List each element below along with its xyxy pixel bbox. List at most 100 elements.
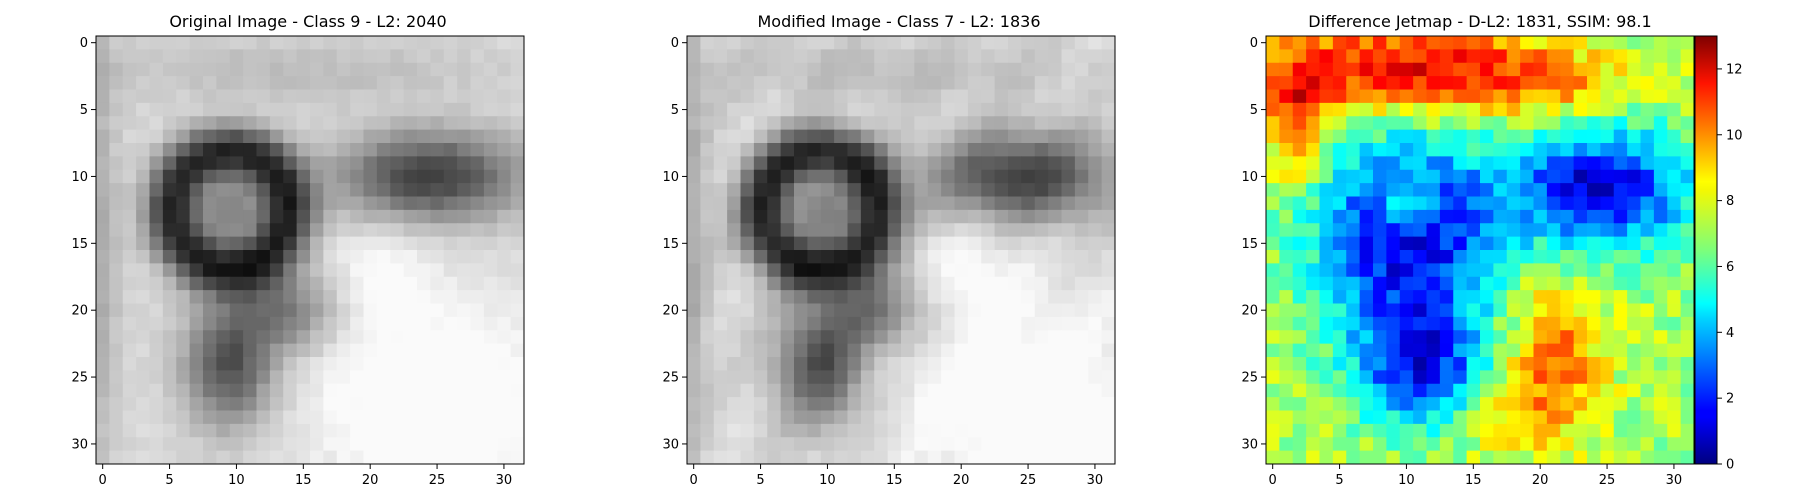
heatmap-cell — [1279, 450, 1294, 465]
heatmap-cell — [1279, 276, 1294, 291]
heatmap-cell — [1560, 316, 1575, 331]
heatmap-cell — [176, 316, 191, 331]
heatmap-cell — [994, 156, 1009, 171]
heatmap-cell — [1021, 169, 1036, 184]
colorbar-tick-label: 4 — [1726, 326, 1734, 341]
heatmap-cell — [1506, 156, 1521, 171]
heatmap-cell — [162, 316, 177, 331]
heatmap-cell — [981, 330, 996, 345]
heatmap-cell — [753, 36, 768, 50]
heatmap-cell — [941, 129, 955, 144]
heatmap-cell — [727, 276, 741, 291]
colorbar-tick-label: 10 — [1726, 128, 1743, 143]
heatmap-cell — [1520, 102, 1534, 117]
heatmap-cell — [1048, 183, 1062, 197]
heatmap-cell — [470, 316, 485, 331]
heatmap-cell — [1266, 36, 1280, 50]
heatmap-cell — [497, 49, 512, 64]
heatmap-cell — [807, 437, 822, 452]
heatmap-cell — [256, 370, 271, 385]
heatmap-cell — [994, 263, 1009, 278]
heatmap-cell — [176, 423, 191, 438]
heatmap-cell — [1506, 290, 1521, 304]
heatmap-cell — [443, 209, 458, 224]
heatmap-cell — [687, 330, 701, 345]
heatmap-cell — [430, 383, 445, 398]
heatmap-cell — [203, 116, 217, 131]
heatmap-cell — [1613, 236, 1628, 251]
heatmap-cell — [229, 223, 244, 238]
heatmap-cell — [1319, 290, 1334, 304]
heatmap-cell — [1640, 370, 1655, 385]
heatmap-cell — [727, 437, 741, 452]
heatmap-cell — [269, 437, 284, 452]
heatmap-cell — [1359, 437, 1374, 452]
heatmap-cell — [497, 290, 512, 304]
heatmap-cell — [510, 343, 525, 358]
heatmap-cell — [376, 370, 391, 385]
heatmap-cell — [363, 290, 378, 304]
heatmap-cell — [753, 62, 768, 77]
heatmap-cell — [834, 36, 848, 50]
heatmap-cell — [820, 263, 835, 278]
heatmap-cell — [1680, 316, 1695, 331]
heatmap-cell — [1426, 410, 1441, 425]
heatmap-cell — [1306, 156, 1320, 171]
heatmap-cell — [1506, 316, 1521, 331]
heatmap-cell — [1008, 183, 1022, 197]
heatmap-cell — [1667, 410, 1682, 425]
heatmap-cell — [1399, 397, 1414, 411]
heatmap-cell — [1493, 196, 1508, 211]
heatmap-cell — [981, 236, 996, 251]
heatmap-cell — [1359, 316, 1374, 331]
heatmap-cell — [1520, 450, 1534, 465]
heatmap-cell — [981, 196, 996, 211]
heatmap-cell — [470, 143, 485, 157]
heatmap-cell — [376, 196, 391, 211]
heatmap-cell — [901, 303, 915, 318]
heatmap-cell — [1426, 370, 1441, 385]
x-tick-label: 10 — [819, 473, 836, 488]
heatmap-cell — [1667, 196, 1682, 211]
heatmap-cell — [457, 357, 471, 371]
heatmap-cell — [1386, 357, 1401, 371]
heatmap-cell — [1627, 89, 1641, 104]
heatmap-cell — [1386, 410, 1401, 425]
heatmap-cell — [874, 330, 889, 345]
heatmap-cell — [780, 303, 795, 318]
heatmap-cell — [176, 303, 191, 318]
heatmap-cell — [1680, 156, 1695, 171]
heatmap-cell — [1101, 370, 1116, 385]
heatmap-cell — [443, 343, 458, 358]
heatmap-cell — [457, 263, 471, 278]
heatmap-cell — [1493, 437, 1508, 452]
heatmap-cell — [1021, 236, 1036, 251]
heatmap-cell — [203, 76, 217, 90]
heatmap-cell — [713, 290, 728, 304]
heatmap-cell — [767, 383, 782, 398]
heatmap-cell — [430, 196, 445, 211]
heatmap-cell — [887, 330, 902, 345]
axes-frame — [1265, 35, 1695, 465]
heatmap-cell — [176, 397, 191, 411]
heatmap-cell — [510, 357, 525, 371]
heatmap-cell — [457, 303, 471, 318]
heatmap-cell — [1560, 357, 1575, 371]
heatmap-cell — [1453, 397, 1468, 411]
heatmap-cell — [109, 36, 124, 50]
heatmap-cell — [1453, 276, 1468, 291]
heatmap-cell — [457, 156, 471, 171]
heatmap-cell — [1008, 169, 1022, 184]
heatmap-cell — [122, 397, 137, 411]
heatmap-cell — [1506, 223, 1521, 238]
heatmap-cell — [403, 303, 418, 318]
heatmap-cell — [162, 49, 177, 64]
heatmap-cell — [296, 250, 311, 264]
heatmap-cell — [1480, 36, 1494, 50]
heatmap-cell — [430, 303, 445, 318]
heatmap-cell — [1048, 156, 1062, 171]
heatmap-cell — [96, 143, 110, 157]
heatmap-cell — [794, 263, 808, 278]
heatmap-cell — [269, 223, 284, 238]
heatmap-cell — [981, 263, 996, 278]
